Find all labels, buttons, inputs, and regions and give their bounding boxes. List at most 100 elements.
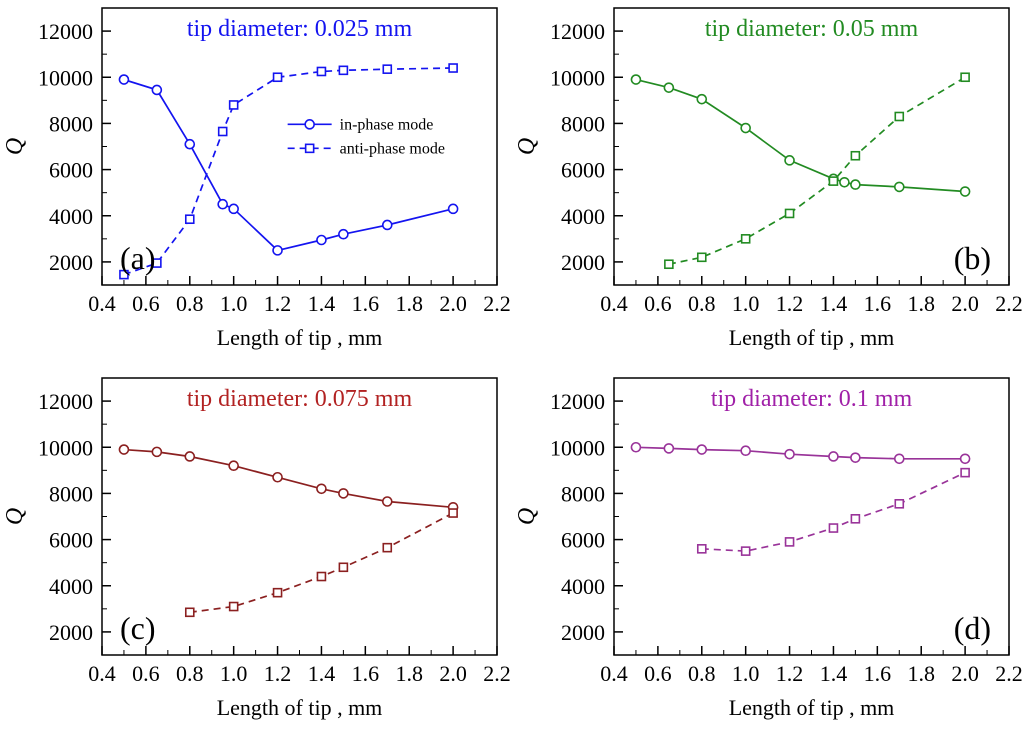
x-tick-label: 0.8 [176, 291, 204, 316]
series-line [123, 67, 454, 276]
y-tick-label: 10000 [550, 435, 605, 460]
y-tick-label: 12000 [38, 389, 93, 414]
y-tick-label: 4000 [49, 204, 93, 229]
y-tick-label: 4000 [49, 574, 93, 599]
x-tick-label: 1.0 [732, 291, 760, 316]
x-tick-label: 2.0 [439, 661, 467, 686]
data-point-square [382, 64, 393, 74]
data-point-circle [272, 245, 283, 256]
data-point-square [850, 514, 861, 524]
data-point-square [448, 508, 458, 518]
data-point-square [894, 111, 905, 122]
y-tick-label: 8000 [561, 111, 605, 136]
data-point-circle [630, 441, 642, 453]
data-point-circle [839, 176, 850, 188]
x-tick-label: 1.0 [220, 291, 248, 316]
data-point-square [272, 587, 283, 598]
data-point-square [228, 601, 239, 612]
data-point-square [960, 467, 970, 478]
y-tick-label: 12000 [550, 389, 605, 414]
x-tick-label: 1.2 [264, 661, 292, 686]
y-tick-label: 8000 [49, 481, 93, 506]
data-point-circle [151, 84, 163, 96]
data-point-square [184, 214, 195, 225]
data-point-circle [217, 198, 228, 210]
data-point-circle [381, 219, 393, 231]
y-tick-label: 4000 [561, 204, 605, 229]
x-tick-label: 0.6 [644, 661, 672, 686]
data-point-square [119, 269, 129, 280]
legend: in-phase mode anti-phase mode [287, 116, 445, 157]
data-point-circle [316, 234, 327, 246]
x-tick-label: 1.2 [776, 661, 804, 686]
x-tick-label: 2.0 [439, 291, 467, 316]
plot-frame [101, 377, 498, 656]
y-tick-label: 2000 [561, 250, 605, 275]
x-tick-label: 2.2 [483, 661, 511, 686]
y-axis-label: Q [514, 508, 540, 525]
y-tick-label: 6000 [561, 528, 605, 553]
data-point-square [382, 542, 393, 553]
x-axis-label: Length of tip , mm [217, 695, 383, 720]
x-axis-label: Length of tip , mm [729, 695, 895, 720]
y-tick-label: 6000 [49, 158, 93, 183]
chart-panel-a: 0.4 0.6 0.8 1.0 1.2 1.4 1.6 1.8 2.0 2.2 2000 4000 60… [0, 0, 512, 370]
data-point-square [784, 208, 795, 219]
x-tick-label: 1.0 [220, 661, 248, 686]
x-tick-label: 0.4 [88, 291, 116, 316]
x-tick-label: 2.2 [483, 291, 511, 316]
chart-panel-c: 0.4 0.6 0.8 1.0 1.2 1.4 1.6 1.8 2.0 2.2 2000 4000 60… [0, 370, 512, 740]
data-point-circle [184, 451, 196, 462]
panel-letter: (b) [954, 240, 991, 276]
x-tick-label: 0.6 [132, 291, 160, 316]
x-tick-label: 1.8 [395, 661, 423, 686]
x-tick-label: 1.6 [864, 661, 892, 686]
panel-letter: (d) [954, 610, 991, 646]
series-anti-phase-mode [119, 63, 458, 280]
chart-panel-b: 0.4 0.6 0.8 1.0 1.2 1.4 1.6 1.8 2.0 2.2 2000 4000 60… [512, 0, 1024, 370]
data-point-circle [850, 452, 861, 463]
data-point-circle [663, 82, 675, 93]
data-point-square [740, 234, 751, 244]
legend-label: anti-phase mode [340, 140, 445, 157]
chart-canvas-d: 0.4 0.6 0.8 1.0 1.2 1.4 1.6 1.8 2.0 2.2 2000 4000 60… [514, 377, 1023, 720]
data-point-circle [228, 460, 239, 472]
data-point-circle [959, 186, 971, 197]
y-tick-label: 10000 [38, 435, 93, 460]
x-tick-label: 1.8 [907, 661, 935, 686]
series-anti-phase-mode [664, 72, 970, 270]
data-point-square [217, 126, 228, 137]
series-line [635, 78, 966, 193]
y-tick-label: 10000 [550, 65, 605, 90]
y-tick-label: 12000 [38, 19, 93, 44]
x-tick-label: 2.2 [995, 291, 1023, 316]
x-tick-label: 0.4 [600, 291, 628, 316]
y-tick-label: 2000 [49, 250, 93, 275]
y-tick-label: 8000 [561, 481, 605, 506]
series-anti-phase-mode [696, 467, 970, 556]
data-point-circle [118, 74, 130, 85]
data-point-square [316, 571, 327, 582]
x-tick-label: 0.4 [88, 661, 116, 686]
x-tick-label: 1.0 [732, 661, 760, 686]
data-point-circle [272, 471, 283, 483]
x-tick-label: 1.4 [820, 661, 848, 686]
x-tick-label: 0.8 [176, 661, 204, 686]
data-point-square [272, 72, 283, 83]
data-point-circle [784, 155, 795, 166]
y-axis-label: Q [514, 138, 540, 155]
data-point-square [448, 63, 458, 73]
data-point-circle [893, 181, 905, 193]
x-tick-label: 1.2 [776, 291, 804, 316]
x-tick-label: 2.0 [951, 661, 979, 686]
data-point-circle [630, 74, 642, 85]
data-point-circle [740, 445, 751, 457]
chart-canvas-a: 0.4 0.6 0.8 1.0 1.2 1.4 1.6 1.8 2.0 2.2 2000 4000 60… [2, 7, 511, 350]
y-tick-label: 2000 [49, 620, 93, 645]
data-point-square [152, 258, 162, 268]
data-point-circle [696, 93, 708, 105]
data-point-square [338, 65, 349, 76]
data-point-square [784, 537, 795, 547]
data-point-circle [228, 203, 239, 215]
